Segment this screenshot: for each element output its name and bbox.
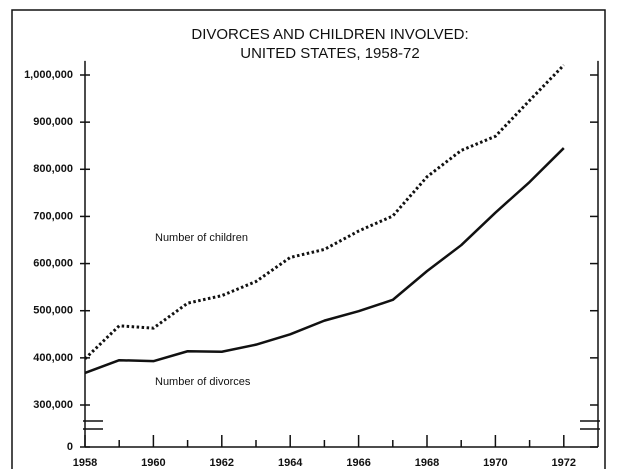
y-tick-label: 700,000: [33, 210, 73, 222]
series-label: Number of children: [155, 232, 248, 244]
series-line: [84, 147, 565, 375]
x-tick-label: 1966: [346, 457, 370, 469]
frame: [11, 9, 606, 469]
y-tick-label: 800,000: [33, 163, 73, 175]
y-tick-label: 1,000,000: [24, 69, 73, 81]
x-tick-label: 1968: [415, 457, 439, 469]
y-tick-label: 300,000: [33, 399, 73, 411]
y-tick-label: 0: [67, 441, 73, 453]
series-line: [83, 64, 565, 360]
x-tick-label: 1962: [210, 457, 234, 469]
x-tick-label: 1960: [141, 457, 165, 469]
y-tick-label: 400,000: [33, 352, 73, 364]
y-tick-label: 900,000: [33, 116, 73, 128]
y-tick-label: 600,000: [33, 257, 73, 269]
x-tick-label: 1970: [483, 457, 507, 469]
x-tick-label: 1958: [73, 457, 97, 469]
x-tick-label: 1972: [552, 457, 576, 469]
series-label: Number of divorces: [155, 376, 251, 388]
y-tick-label: 500,000: [33, 305, 73, 317]
chart-title: DIVORCES AND CHILDREN INVOLVED:: [191, 26, 468, 43]
x-tick-label: 1964: [278, 457, 303, 469]
chart-title: UNITED STATES, 1958-72: [240, 45, 420, 62]
